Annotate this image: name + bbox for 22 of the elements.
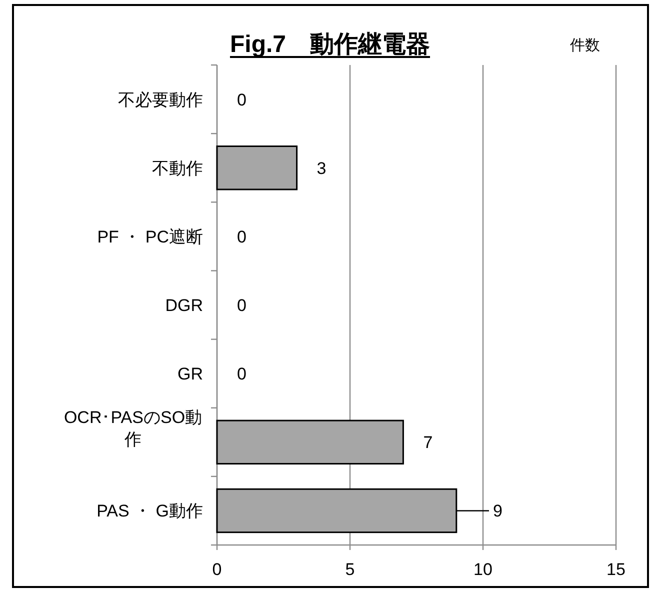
- y-tick-label: DGR: [165, 296, 203, 315]
- data-label: 3: [316, 158, 326, 178]
- y-tick-label: 不動作: [152, 158, 203, 178]
- x-axis-title: 件数: [570, 37, 600, 54]
- x-tick-label: 5: [345, 560, 355, 579]
- y-tick-label: PAS ・ G動作: [96, 502, 203, 521]
- data-label: 0: [237, 364, 246, 384]
- x-tick-label: 0: [212, 560, 222, 579]
- data-label: 9: [493, 502, 502, 521]
- bar: [216, 420, 404, 464]
- bar: [216, 146, 298, 190]
- y-tick-label: GR: [178, 364, 203, 384]
- x-tick-label: 15: [606, 560, 626, 579]
- y-tick-label: 不必要動作: [118, 90, 203, 110]
- data-label: 7: [423, 433, 433, 452]
- data-label: 0: [237, 227, 246, 246]
- y-tick-label: OCR･PASのSO動作: [64, 408, 202, 450]
- data-label: 0: [237, 90, 246, 110]
- y-tick-label: PF ・ PC遮断: [97, 227, 203, 246]
- data-label: 0: [237, 296, 246, 315]
- chart-title: Fig.7 動作継電器: [230, 31, 430, 58]
- x-tick-label: 10: [474, 560, 492, 579]
